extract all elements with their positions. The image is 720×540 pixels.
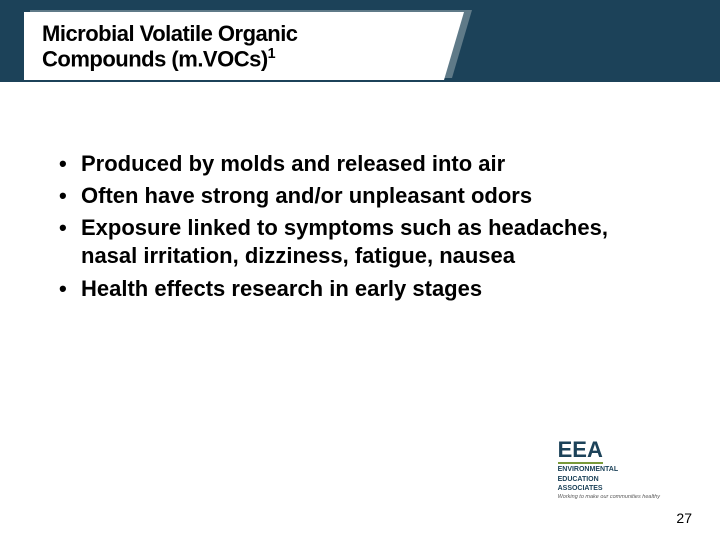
bullet-list-container: Produced by molds and released into air …: [55, 150, 650, 307]
logo-sub2: EDUCATION: [558, 476, 660, 484]
logo-sub1: ENVIRONMENTAL: [558, 466, 660, 474]
bullet-item: Exposure linked to symptoms such as head…: [55, 214, 650, 270]
bullet-item: Health effects research in early stages: [55, 275, 650, 303]
title-tab: Microbial Volatile Organic Compounds (m.…: [24, 12, 444, 80]
logo-main-text: EEA: [558, 439, 603, 464]
title-superscript: 1: [268, 46, 275, 62]
slide-title: Microbial Volatile Organic Compounds (m.…: [42, 21, 298, 72]
bullet-item: Produced by molds and released into air: [55, 150, 650, 178]
logo-sub3: ASSOCIATES: [558, 485, 660, 493]
logo: EEA ENVIRONMENTAL EDUCATION ASSOCIATES W…: [558, 439, 660, 500]
bullet-item: Often have strong and/or unpleasant odor…: [55, 182, 650, 210]
title-line1: Microbial Volatile Organic: [42, 21, 298, 46]
page-number: 27: [676, 510, 692, 526]
logo-tagline: Working to make our communities healthy: [558, 494, 660, 500]
bullet-list: Produced by molds and released into air …: [55, 150, 650, 303]
slide: Microbial Volatile Organic Compounds (m.…: [0, 0, 720, 540]
title-line2: Compounds (m.VOCs): [42, 46, 268, 71]
